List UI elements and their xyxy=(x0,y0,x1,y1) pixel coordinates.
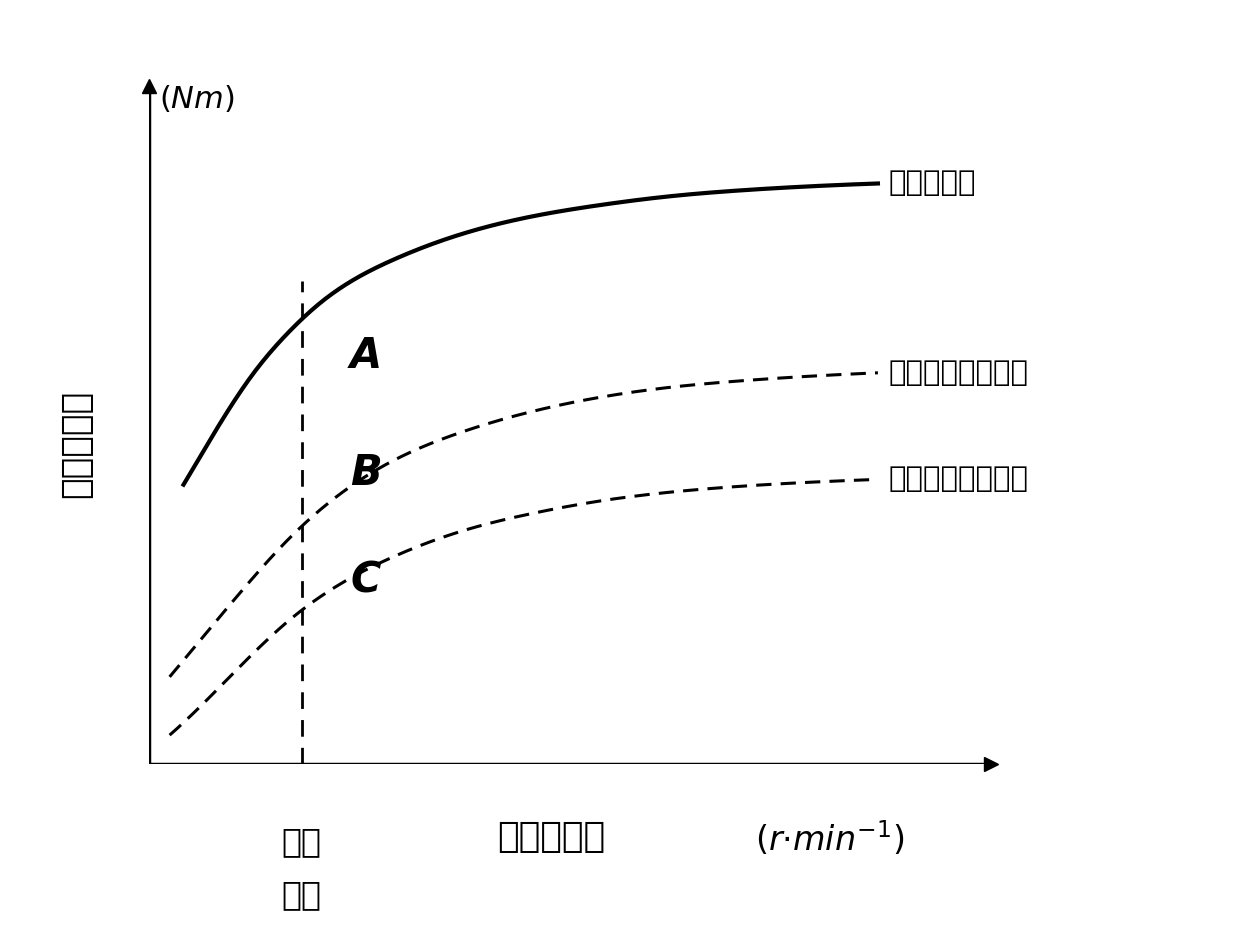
Text: 发动机扭矩: 发动机扭矩 xyxy=(58,390,93,498)
Text: 起动: 起动 xyxy=(281,826,321,858)
Text: 发动机转速: 发动机转速 xyxy=(497,819,605,854)
Text: B: B xyxy=(350,452,382,494)
Text: 外特性曲线: 外特性曲线 xyxy=(888,170,976,198)
Text: C: C xyxy=(350,560,381,602)
Text: 转速: 转速 xyxy=(281,878,321,911)
Text: 最优工作区间下限: 最优工作区间下限 xyxy=(888,465,1028,493)
Text: $(Nm)$: $(Nm)$ xyxy=(159,83,234,114)
Text: 最优工作区间上限: 最优工作区间上限 xyxy=(888,359,1028,387)
Text: $(r{\cdot}min^{-1})$: $(r{\cdot}min^{-1})$ xyxy=(755,819,904,858)
Text: A: A xyxy=(350,336,382,377)
